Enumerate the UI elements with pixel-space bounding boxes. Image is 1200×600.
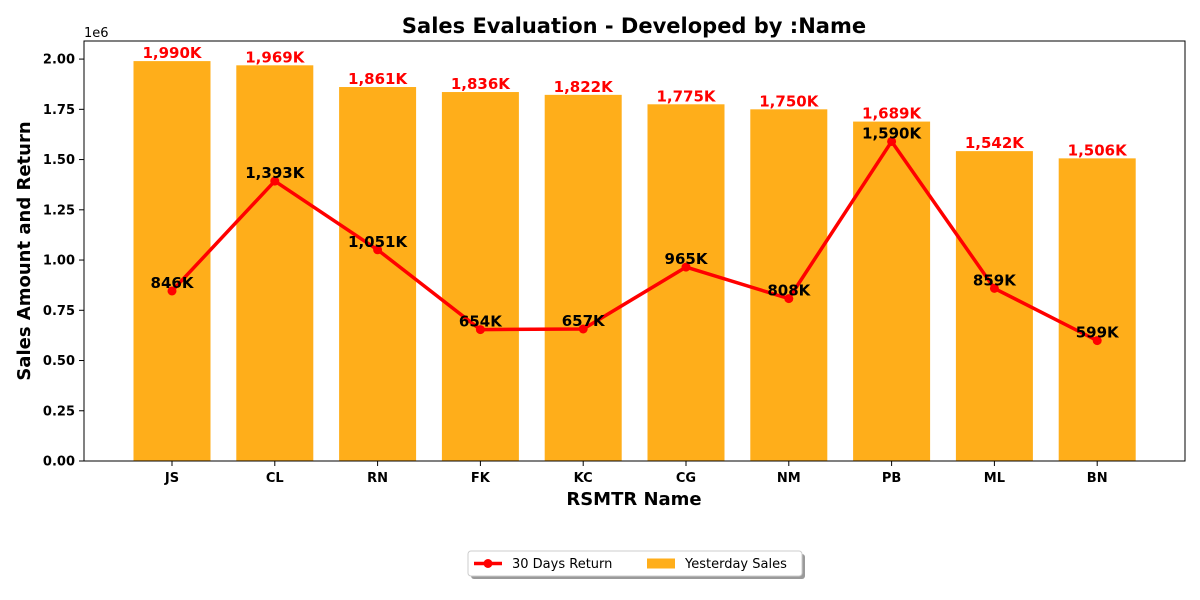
- bar-ml: [955, 151, 1033, 462]
- bar-value-label: 1,990K: [142, 44, 202, 62]
- x-tick-label-cl: CL: [266, 471, 284, 486]
- return-point-kc: [578, 324, 588, 334]
- y-tick-label: 1.00: [43, 254, 75, 269]
- line-value-label: 965K: [665, 250, 709, 268]
- return-point-bn: [1092, 336, 1102, 346]
- y-tick-label: 2.00: [43, 53, 75, 68]
- plot-frame: [83, 40, 1186, 462]
- bar-value-label: 1,775K: [656, 87, 716, 105]
- line-labels-group: 846K 1,393K 1,051K 654K 657K 965K 808K 1,590K 85…: [151, 124, 1121, 341]
- y-axis-offset-label: 1e6: [84, 26, 109, 41]
- line-series-group: [167, 136, 1102, 346]
- line-value-label: 846K: [151, 274, 195, 292]
- x-tick-label-ml: ML: [984, 471, 1005, 486]
- line-value-label: 599K: [1076, 324, 1120, 342]
- return-point-rn: [373, 245, 383, 255]
- x-tick-label-kc: KC: [574, 471, 593, 486]
- x-tick-label-js: JS: [164, 471, 179, 486]
- x-tick-label-fk: FK: [471, 471, 491, 486]
- legend: 30 Days Return Yesterday Sales: [467, 550, 805, 579]
- return-point-ml: [989, 283, 999, 293]
- return-point-js: [167, 286, 177, 296]
- x-tick-label-nm: NM: [777, 471, 801, 486]
- return-point-pb: [887, 136, 897, 146]
- y-axis-label: Sales Amount and Return: [14, 121, 35, 380]
- bar-value-label: 1,506K: [1068, 141, 1128, 159]
- bar-pb: [853, 121, 931, 461]
- y-tick-label: 0.00: [43, 455, 75, 470]
- x-tick-label-bn: BN: [1087, 471, 1108, 486]
- bar-value-label: 1,836K: [451, 75, 511, 93]
- line-value-label: 1,590K: [862, 124, 922, 142]
- line-value-label: 1,393K: [245, 164, 305, 182]
- bar-rn: [339, 87, 417, 462]
- y-tick-label: 1.75: [43, 103, 75, 118]
- line-value-label: 657K: [562, 312, 606, 330]
- line-value-label: 808K: [767, 282, 811, 300]
- return-point-fk: [475, 325, 485, 335]
- y-tick-label: 0.75: [43, 304, 75, 319]
- bar-value-label: 1,542K: [965, 134, 1025, 152]
- bars-group: [133, 61, 1136, 462]
- x-tick-label-rn: RN: [367, 471, 388, 486]
- line-value-label: 654K: [459, 313, 503, 331]
- bar-value-label: 1,689K: [862, 105, 922, 123]
- axes-group: 0.00 0.25 0.50 0.75 1.00 1.25 1.50 1.75 2.00 JS CL…: [43, 40, 1186, 486]
- x-tick-label-cg: CG: [676, 471, 696, 486]
- return-point-nm: [784, 294, 794, 304]
- y-tick-label: 0.50: [43, 354, 75, 369]
- legend-line-marker: [483, 559, 493, 568]
- return-line: [170, 139, 1098, 343]
- bar-bn: [1058, 158, 1136, 461]
- y-tick-label: 1.50: [43, 153, 75, 168]
- bar-value-label: 1,750K: [759, 92, 819, 110]
- bar-value-label: 1,822K: [554, 78, 614, 96]
- return-point-cl: [270, 176, 280, 186]
- y-tick-label: 0.25: [43, 404, 75, 419]
- chart-title: Sales Evaluation - Developed by :Name: [402, 14, 866, 38]
- x-tick-label-pb: PB: [882, 471, 901, 486]
- bar-labels-group: 1,990K 1,969K 1,861K 1,836K 1,822K 1,775K 1,75…: [142, 44, 1128, 159]
- bar-value-label: 1,969K: [245, 48, 305, 66]
- legend-entry-sales: Yesterday Sales: [684, 557, 787, 572]
- legend-box: [467, 550, 803, 577]
- bar-fk: [441, 92, 519, 461]
- y-tick-label: 1.25: [43, 203, 75, 218]
- return-point-cg: [681, 262, 691, 272]
- bar-value-label: 1,861K: [348, 70, 408, 88]
- line-value-label: 859K: [973, 271, 1017, 289]
- bar-kc: [544, 94, 622, 462]
- legend-entry-return: 30 Days Return: [512, 557, 612, 572]
- legend-bar-swatch: [647, 558, 675, 569]
- x-axis-label: RSMTR Name: [566, 489, 701, 510]
- bar-cl: [236, 65, 314, 461]
- bar-nm: [750, 109, 828, 462]
- line-value-label: 1,051K: [348, 233, 408, 251]
